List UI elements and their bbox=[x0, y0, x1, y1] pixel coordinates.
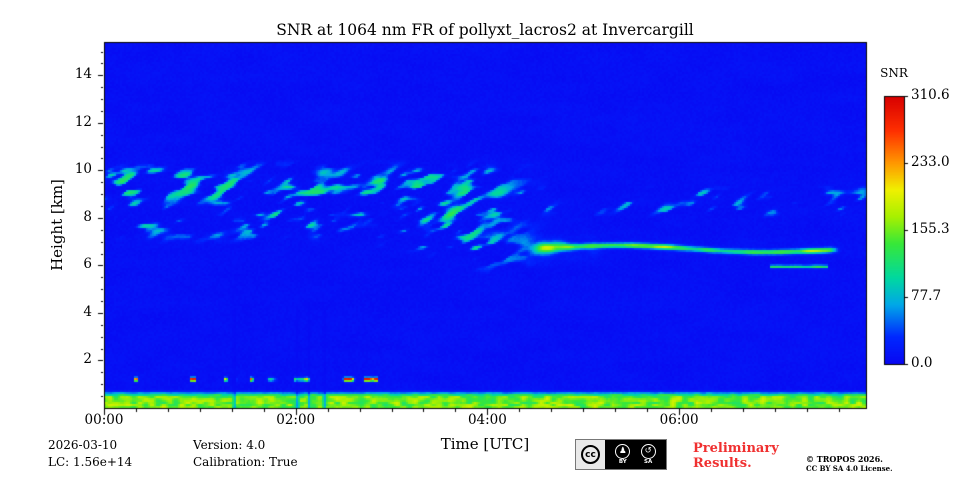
preliminary-line1: Preliminary bbox=[693, 441, 779, 456]
cc-badge-right: ♟ BY ↺ SA bbox=[605, 440, 666, 469]
x-axis-label: Time [UTC] bbox=[440, 435, 530, 453]
preliminary-line2: Results. bbox=[693, 456, 752, 471]
cc-license-badge: cc ♟ BY ↺ SA bbox=[575, 439, 667, 470]
lidar-constant-label: LC: 1.56e+14 bbox=[48, 455, 133, 469]
y-tick-label: 6 bbox=[83, 256, 92, 273]
cc-sa-group: ↺ SA bbox=[640, 444, 656, 465]
colorbar-tick-label: 310.6 bbox=[911, 87, 950, 103]
person-icon: ♟ bbox=[615, 444, 631, 459]
copyright-line: © TROPOS 2026. bbox=[806, 454, 883, 464]
x-tick-label: 06:00 bbox=[659, 412, 699, 428]
colorbar-tick-label: 0.0 bbox=[911, 355, 933, 371]
preliminary-note: Preliminary Results. bbox=[693, 441, 779, 471]
y-tick-label: 10 bbox=[74, 161, 92, 178]
cc-by-label: BY bbox=[618, 459, 627, 465]
calibration-label: Calibration: True bbox=[193, 455, 298, 469]
x-tick-label: 04:00 bbox=[467, 412, 507, 428]
version-label: Version: 4.0 bbox=[193, 438, 266, 452]
share-alike-icon: ↺ bbox=[640, 444, 656, 459]
y-tick-label: 8 bbox=[83, 208, 92, 225]
cc-badge-left: cc bbox=[576, 440, 605, 469]
cc-icon: cc bbox=[581, 445, 600, 464]
cc-sa-label: SA bbox=[644, 459, 653, 465]
chart-title: SNR at 1064 nm FR of pollyxt_lacros2 at … bbox=[276, 21, 694, 39]
x-tick-label: 02:00 bbox=[276, 412, 316, 428]
y-tick-label: 12 bbox=[74, 113, 92, 130]
x-tick-label: 00:00 bbox=[84, 412, 124, 428]
colorbar-tick-label: 233.0 bbox=[911, 153, 950, 170]
colorbar-title: SNR bbox=[880, 66, 908, 80]
y-tick-label: 4 bbox=[83, 303, 92, 320]
copyright-note: © TROPOS 2026. CC BY SA 4.0 License. bbox=[806, 454, 893, 474]
colorbar-tick-label: 77.7 bbox=[911, 287, 942, 304]
y-tick-label: 14 bbox=[74, 66, 92, 83]
license-line: CC BY SA 4.0 License. bbox=[806, 464, 893, 473]
y-tick-label: 2 bbox=[83, 351, 92, 368]
colorbar-tick-label: 155.3 bbox=[911, 221, 950, 237]
cc-by-group: ♟ BY bbox=[615, 444, 631, 465]
date-label: 2026-03-10 bbox=[48, 438, 118, 452]
